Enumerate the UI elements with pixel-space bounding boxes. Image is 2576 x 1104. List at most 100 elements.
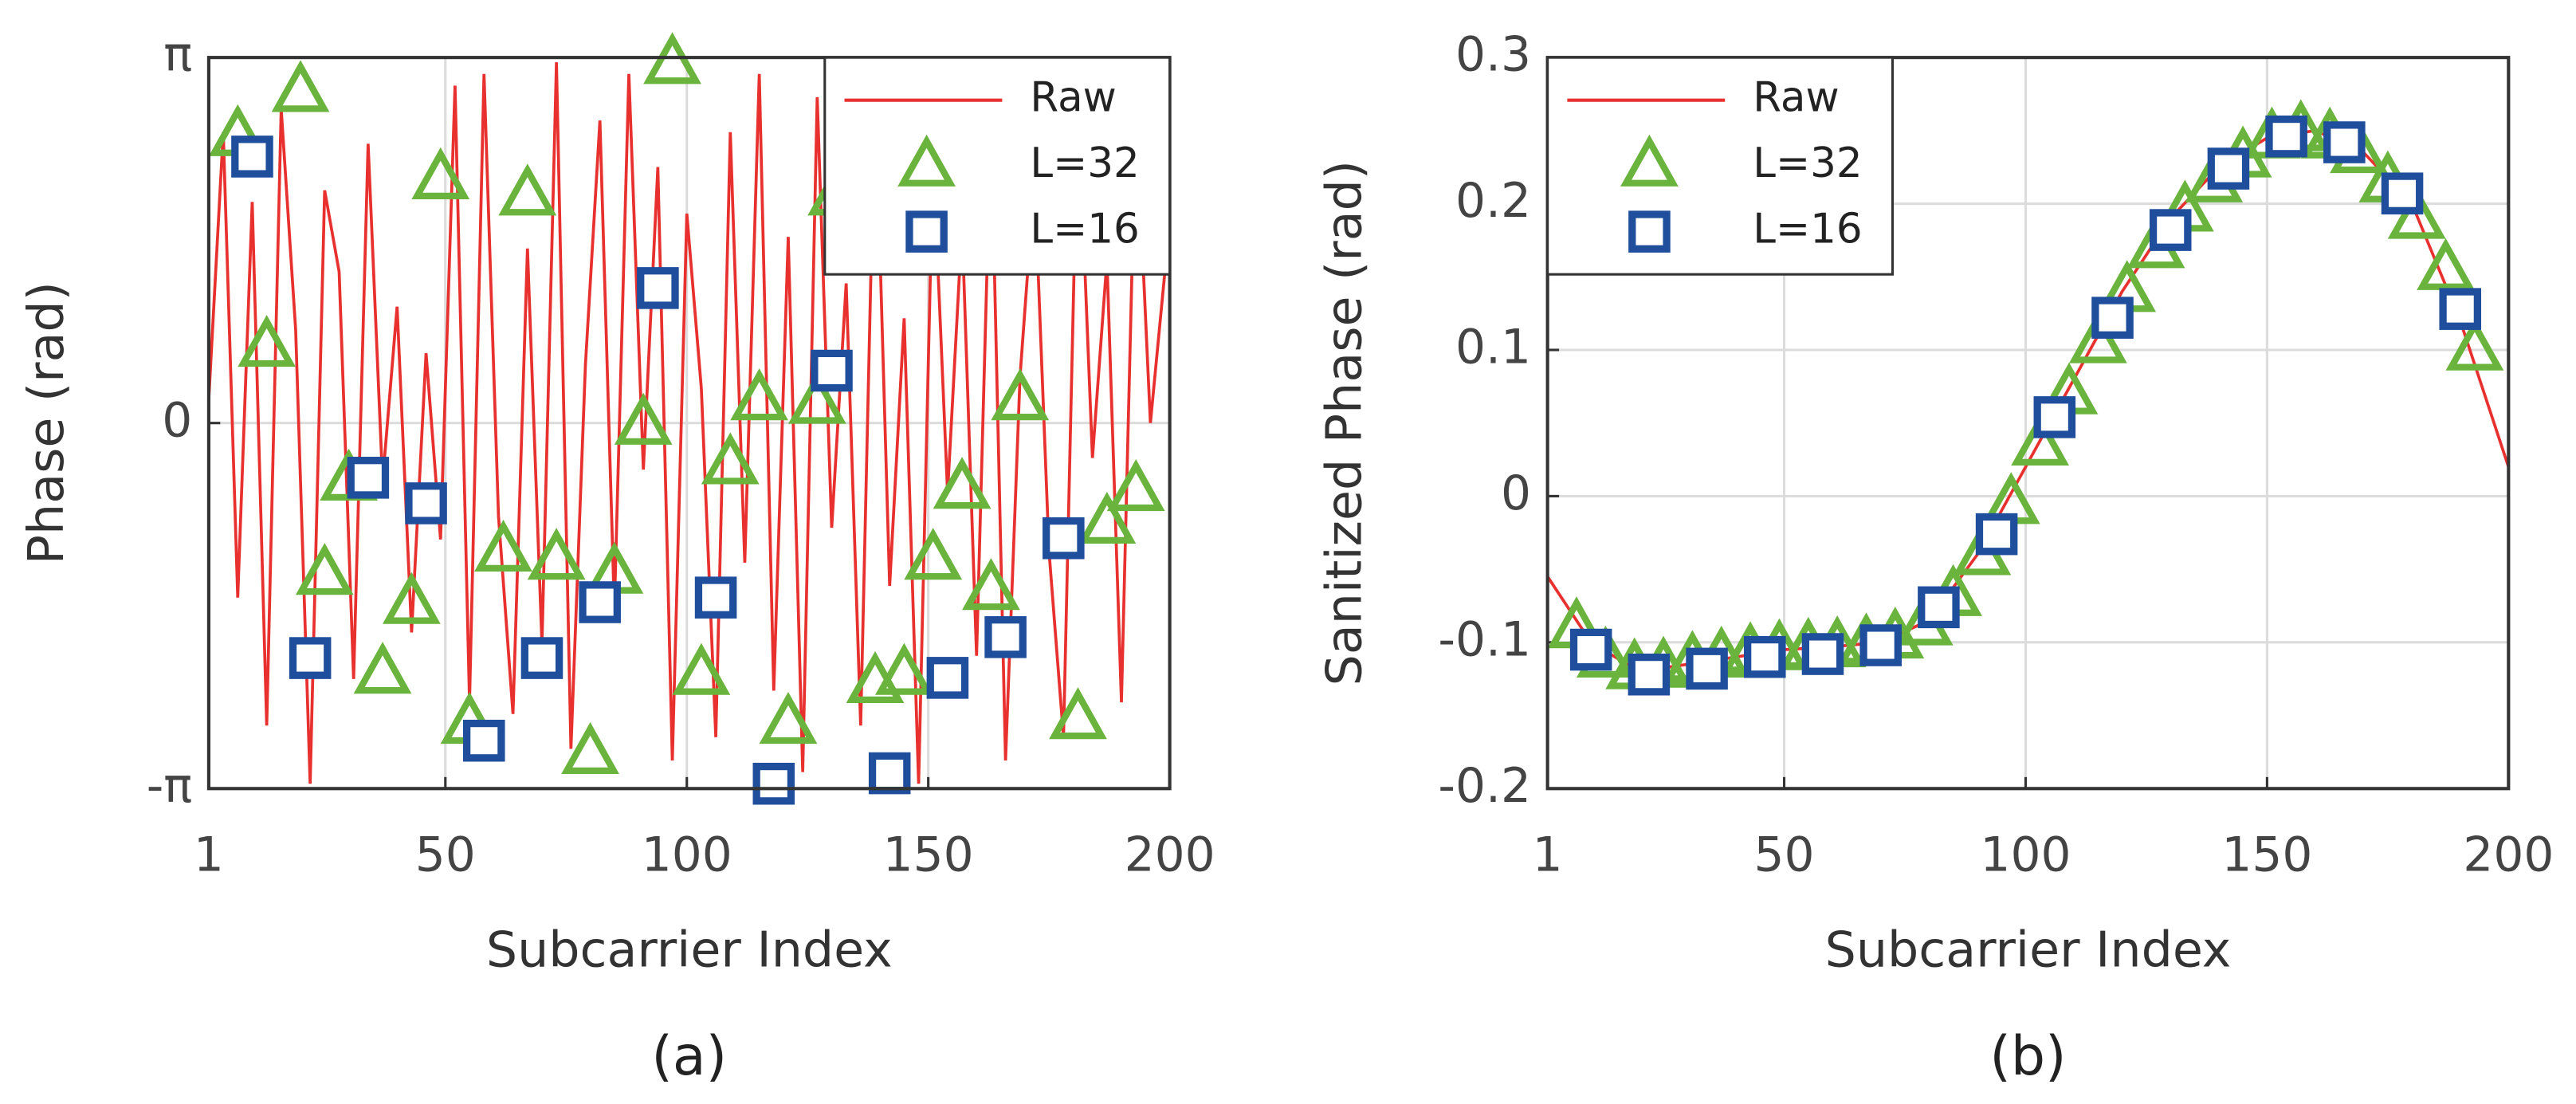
square-marker bbox=[1569, 628, 1612, 671]
square-marker bbox=[2207, 147, 2250, 190]
square-marker bbox=[926, 657, 969, 699]
y-tick-label: 0.3 bbox=[1455, 28, 1531, 83]
raw-line bbox=[208, 62, 1167, 784]
square-marker bbox=[1686, 647, 1728, 690]
square-marker bbox=[405, 482, 447, 524]
triangle-marker bbox=[874, 642, 933, 695]
triangle-marker bbox=[238, 315, 296, 367]
legend-label: L=32 bbox=[1753, 139, 1862, 187]
triangle-marker bbox=[2068, 311, 2127, 363]
y-tick-label: 0 bbox=[1501, 466, 1531, 521]
x-tick-label: 150 bbox=[883, 827, 974, 882]
x-tick-label: 50 bbox=[1754, 827, 1815, 882]
caption: (a) bbox=[651, 1025, 727, 1088]
caption: (b) bbox=[1989, 1025, 2066, 1088]
legend-box bbox=[823, 56, 1172, 276]
square-marker bbox=[231, 136, 273, 178]
square-marker bbox=[2323, 121, 2366, 163]
square-marker bbox=[984, 616, 1027, 658]
square-marker bbox=[1859, 624, 1902, 666]
square-marker bbox=[2033, 396, 2076, 438]
triangle-marker bbox=[933, 457, 992, 509]
square-marker bbox=[752, 762, 795, 805]
y-tick-label: 0.1 bbox=[1455, 320, 1531, 375]
triangle-marker bbox=[1620, 134, 1679, 187]
triangle-marker bbox=[759, 691, 818, 745]
square-marker bbox=[694, 576, 737, 619]
square-marker bbox=[905, 210, 948, 253]
y-tick-label: -0.1 bbox=[1438, 612, 1531, 667]
square-marker bbox=[1918, 586, 1960, 629]
triangle-marker bbox=[730, 368, 789, 421]
square-marker bbox=[811, 349, 853, 392]
x-tick-label: 50 bbox=[415, 827, 476, 882]
triangle-marker bbox=[2417, 238, 2475, 290]
square-marker bbox=[2381, 172, 2424, 215]
triangle-marker bbox=[498, 163, 557, 216]
square-marker bbox=[2149, 209, 2192, 251]
square-marker bbox=[1043, 517, 1085, 560]
triangle-marker bbox=[701, 432, 760, 485]
triangle-marker bbox=[2011, 413, 2070, 466]
triangle-marker bbox=[904, 528, 963, 580]
legend-label: L=16 bbox=[1753, 206, 1862, 253]
square-marker bbox=[1975, 513, 2018, 556]
legend-label: Raw bbox=[1030, 74, 1116, 122]
legend-label: Raw bbox=[1753, 74, 1839, 122]
triangle-marker bbox=[411, 147, 470, 199]
triangle-marker bbox=[382, 572, 441, 624]
y-axis-label: Sanitized Phase (rad) bbox=[1315, 160, 1372, 686]
triangle-marker bbox=[614, 392, 673, 445]
triangle-marker bbox=[295, 543, 354, 595]
y-tick-label: -0.2 bbox=[1438, 759, 1531, 814]
triangle-marker bbox=[1106, 459, 1165, 512]
axes-box bbox=[1545, 56, 2511, 791]
triangle-marker bbox=[672, 642, 731, 695]
triangle-marker bbox=[991, 368, 1050, 421]
square-marker bbox=[2091, 297, 2134, 339]
x-tick-label: 1 bbox=[194, 827, 224, 882]
square-marker bbox=[637, 267, 679, 309]
triangle-marker bbox=[2445, 318, 2504, 371]
x-axis-label: Subcarrier Index bbox=[486, 921, 893, 978]
triangle-marker bbox=[474, 519, 532, 572]
x-tick-label: 200 bbox=[2463, 827, 2554, 882]
x-tick-label: 200 bbox=[1125, 827, 1215, 882]
y-axis-label: Phase (rad) bbox=[18, 281, 75, 564]
triangle-marker bbox=[643, 32, 701, 84]
square-marker bbox=[1628, 653, 1671, 696]
triangle-marker bbox=[527, 528, 586, 580]
square-marker bbox=[520, 637, 564, 679]
x-tick-label: 150 bbox=[2221, 827, 2312, 882]
y-tick-label: 0.2 bbox=[1455, 174, 1531, 229]
x-tick-label: 1 bbox=[1533, 827, 1563, 882]
square-marker bbox=[347, 457, 390, 499]
square-marker bbox=[2439, 288, 2482, 330]
y-tick-label: π bbox=[163, 28, 192, 83]
triangle-marker bbox=[962, 558, 1020, 611]
triangle-marker bbox=[1049, 687, 1107, 740]
square-marker bbox=[1744, 635, 1786, 678]
y-tick-label: 0 bbox=[162, 393, 192, 448]
triangle-marker bbox=[2387, 187, 2446, 239]
square-marker bbox=[462, 719, 505, 762]
square-marker bbox=[289, 637, 332, 679]
square-marker bbox=[1801, 633, 1844, 675]
triangle-marker bbox=[787, 371, 846, 424]
x-tick-label: 100 bbox=[1980, 827, 2071, 882]
triangle-marker bbox=[897, 134, 956, 187]
axes-box bbox=[206, 56, 1172, 791]
triangle-marker bbox=[561, 721, 619, 775]
square-marker bbox=[579, 581, 621, 623]
x-tick-label: 100 bbox=[642, 827, 732, 882]
x-axis-label: Subcarrier Index bbox=[1825, 921, 2232, 978]
y-tick-label: -π bbox=[147, 759, 193, 814]
legend-label: L=16 bbox=[1030, 206, 1139, 253]
square-marker bbox=[1628, 210, 1671, 253]
triangle-marker bbox=[271, 60, 330, 112]
triangle-marker bbox=[353, 642, 412, 694]
square-marker bbox=[2265, 115, 2307, 158]
legend-box bbox=[1546, 56, 1894, 276]
triangle-marker bbox=[1078, 491, 1137, 544]
